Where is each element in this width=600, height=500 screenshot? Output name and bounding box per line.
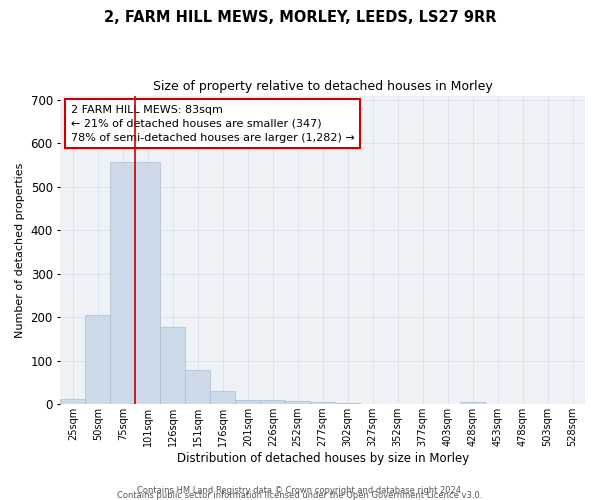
- Bar: [136, 162, 160, 404]
- Bar: [460, 402, 485, 404]
- Bar: [85, 316, 110, 404]
- Bar: [61, 398, 85, 404]
- Text: 2, FARM HILL MEWS, MORLEY, LEEDS, LS27 9RR: 2, FARM HILL MEWS, MORLEY, LEEDS, LS27 9…: [104, 10, 496, 25]
- Bar: [110, 162, 136, 404]
- Y-axis label: Number of detached properties: Number of detached properties: [15, 162, 25, 338]
- Bar: [260, 400, 285, 404]
- Text: 2 FARM HILL MEWS: 83sqm
← 21% of detached houses are smaller (347)
78% of semi-d: 2 FARM HILL MEWS: 83sqm ← 21% of detache…: [71, 105, 355, 143]
- Bar: [310, 402, 335, 404]
- Bar: [285, 400, 310, 404]
- Text: Contains HM Land Registry data © Crown copyright and database right 2024.: Contains HM Land Registry data © Crown c…: [137, 486, 463, 495]
- Title: Size of property relative to detached houses in Morley: Size of property relative to detached ho…: [153, 80, 493, 93]
- Bar: [211, 391, 235, 404]
- Text: Contains public sector information licensed under the Open Government Licence v3: Contains public sector information licen…: [118, 491, 482, 500]
- Bar: [235, 400, 260, 404]
- Bar: [185, 370, 211, 404]
- X-axis label: Distribution of detached houses by size in Morley: Distribution of detached houses by size …: [176, 452, 469, 465]
- Bar: [160, 327, 185, 404]
- Bar: [335, 403, 360, 404]
